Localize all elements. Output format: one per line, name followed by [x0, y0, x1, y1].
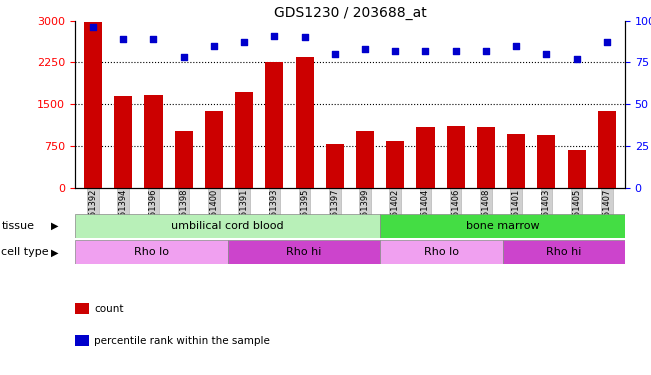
Text: Rho hi: Rho hi: [286, 247, 322, 257]
Point: [450, 48, 461, 54]
Bar: [326, 144, 344, 188]
Point: [572, 56, 582, 62]
Point: [239, 39, 249, 45]
Bar: [386, 141, 404, 188]
Bar: [598, 111, 616, 188]
Point: [148, 36, 159, 42]
Text: Rho lo: Rho lo: [133, 247, 169, 257]
Point: [541, 51, 551, 57]
Text: cell type: cell type: [1, 248, 49, 257]
Text: tissue: tissue: [1, 221, 35, 231]
Point: [118, 36, 128, 42]
Bar: [503, 240, 625, 264]
Text: ▶: ▶: [51, 221, 59, 231]
Point: [178, 54, 189, 60]
Point: [88, 24, 98, 30]
Bar: [356, 131, 374, 188]
Bar: [417, 128, 434, 188]
Point: [269, 33, 279, 39]
Point: [421, 48, 431, 54]
Text: Rho hi: Rho hi: [546, 247, 581, 257]
Point: [511, 43, 521, 49]
Bar: [568, 150, 586, 188]
Point: [360, 46, 370, 52]
Point: [299, 34, 310, 40]
Point: [209, 43, 219, 49]
Title: GDS1230 / 203688_at: GDS1230 / 203688_at: [273, 6, 426, 20]
Point: [390, 48, 400, 54]
Bar: [114, 96, 132, 188]
Point: [329, 51, 340, 57]
Bar: [205, 111, 223, 188]
Point: [480, 48, 491, 54]
Bar: [296, 57, 314, 188]
Bar: [174, 131, 193, 188]
Bar: [235, 92, 253, 188]
Bar: [84, 22, 102, 188]
Bar: [75, 240, 228, 264]
Text: Rho lo: Rho lo: [424, 247, 459, 257]
Bar: [537, 135, 555, 188]
Bar: [477, 128, 495, 188]
Text: bone marrow: bone marrow: [466, 221, 540, 231]
Bar: [145, 95, 163, 188]
Bar: [265, 62, 283, 188]
Bar: [507, 134, 525, 188]
Text: count: count: [94, 304, 124, 314]
Bar: [447, 126, 465, 188]
Bar: [380, 214, 625, 238]
Bar: [75, 214, 380, 238]
Text: umbilical cord blood: umbilical cord blood: [171, 221, 284, 231]
Bar: [228, 240, 380, 264]
Point: [602, 39, 612, 45]
Text: ▶: ▶: [51, 248, 59, 257]
Bar: [380, 240, 503, 264]
Text: percentile rank within the sample: percentile rank within the sample: [94, 336, 270, 346]
